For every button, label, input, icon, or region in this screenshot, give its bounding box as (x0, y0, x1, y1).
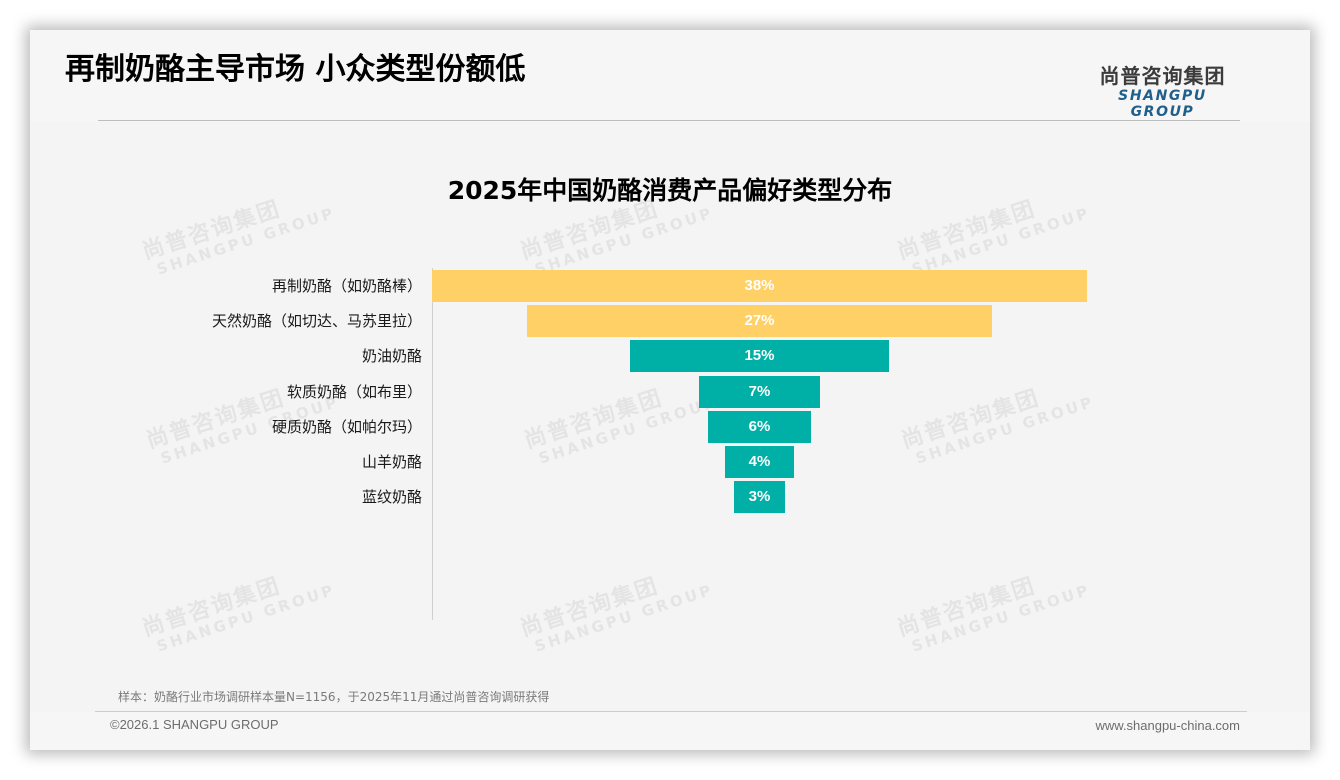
title-divider (98, 120, 1240, 121)
funnel-bar: 3% (733, 481, 786, 513)
category-label: 奶油奶酪 (361, 347, 422, 365)
chart-title: 2025年中国奶酪消费产品偏好类型分布 (447, 176, 893, 205)
logo-en-text: SHANGPU GROUP (1118, 88, 1207, 120)
source-note: 样本：奶酪行业市场调研样本量N=1156，于2025年11月通过尚普咨询调研获得 (118, 690, 550, 704)
footer-divider (95, 711, 1247, 712)
category-label: 蓝纹奶酪 (361, 488, 422, 506)
funnel-bar: 38% (432, 270, 1087, 302)
funnel-bar: 7% (699, 376, 820, 408)
category-label: 山羊奶酪 (361, 453, 422, 471)
category-label: 天然奶酪（如切达、马苏里拉） (211, 312, 422, 330)
category-label: 再制奶酪（如奶酪棒） (271, 277, 422, 295)
funnel-bar: 6% (707, 411, 812, 443)
slide (30, 30, 1310, 750)
funnel-bar: 4% (725, 446, 794, 478)
category-axis-line (432, 268, 433, 620)
category-label: 硬质奶酪（如帕尔玛） (271, 418, 422, 436)
funnel-bar: 27% (526, 305, 993, 337)
footer-band (30, 712, 1310, 750)
website-link: www.shangpu-china.com (1095, 718, 1240, 733)
category-label: 软质奶酪（如布里） (286, 383, 422, 401)
funnel-bar: 15% (630, 340, 889, 372)
company-logo: 尚普咨询集团 SHANGPU GROUP (1085, 64, 1240, 120)
page-title: 再制奶酪主导市场 小众类型份额低 (65, 52, 526, 87)
header-band (30, 30, 1310, 122)
logo-cn-text: 尚普咨询集团 (1099, 64, 1226, 88)
copyright-text: ©2026.1 SHANGPU GROUP (110, 717, 279, 732)
